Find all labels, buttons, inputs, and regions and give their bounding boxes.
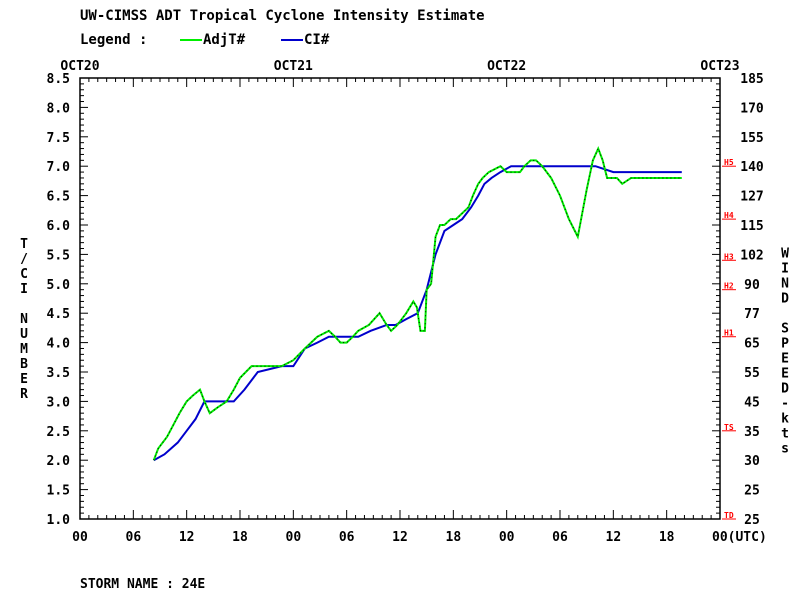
wind-tick-label: 185 [740,72,763,87]
wind-tick-label: 55 [744,366,760,381]
date-label: OCT20 [60,59,99,74]
storm-name: STORM NAME : 24E [80,577,205,592]
date-label: OCT22 [487,59,526,74]
series-ci-line [153,165,682,462]
y-tick-label: 2.5 [47,425,70,440]
y-tick-label: 1.0 [47,513,71,528]
y-tick-label: 7.0 [47,160,71,175]
x-tick-label: 18 [659,530,675,545]
legend-series-adjt: AdjT# [203,32,246,48]
wind-tick-label: 115 [740,219,763,234]
y-tick-label: 4.5 [47,307,70,322]
category-label: H5 [724,158,734,167]
wind-tick-label: 25 [744,484,760,499]
y-tick-label: 4.0 [47,337,71,352]
category-label: H3 [724,252,734,261]
x-tick-label: 06 [339,530,355,545]
y-tick-label: 7.5 [47,131,70,146]
x-tick-label: 12 [392,530,408,545]
date-labels: OCT20 OCT21 OCT22 OCT23 [60,59,739,74]
wind-tick-label: 170 [740,101,764,116]
y-tick-label: 5.5 [47,248,70,263]
y-tick-label: 3.0 [47,395,71,410]
legend-series-ci: CI# [304,32,330,48]
wind-tick-label: 140 [740,160,764,175]
wind-tick-label: 25 [744,513,760,528]
y-tick-label: 5.0 [47,278,71,293]
wind-tick-label: 155 [740,131,763,146]
wind-tick-label: 45 [744,395,760,410]
y-tick-label: 3.5 [47,366,70,381]
x-tick-label: 00 [286,530,302,545]
y-tick-label: 8.0 [47,101,71,116]
category-markers: TD TS H1 H2 H3 H4 H5 [722,158,736,520]
wind-axis-tick-labels: 25 25 30 35 45 55 65 77 90 102 115 127 140 155 170 185 [740,72,764,528]
legend-label: Legend : [80,32,147,48]
legend: Legend : AdjT# CI# [80,32,330,48]
x-tick-label: 06 [126,530,142,545]
axis-ticks [79,77,721,520]
category-label: H2 [724,282,734,291]
wind-tick-label: 90 [744,278,760,293]
x-tick-label: 12 [179,530,195,545]
x-tick-label: 12 [606,530,622,545]
chart-title: UW-CIMSS ADT Tropical Cyclone Intensity … [80,8,485,24]
date-label: OCT23 [700,59,739,74]
series-adjt-dots [153,147,682,461]
x-tick-label: 18 [232,530,248,545]
date-label: OCT21 [274,59,313,74]
y-axis-tick-labels: 1.0 1.5 2.0 2.5 3.0 3.5 4.0 4.5 5.0 5.5 6.0 6.5 7.0 7… [47,72,71,528]
x-tick-label: 06 [552,530,568,545]
category-label: H4 [724,211,734,220]
wind-tick-label: 30 [744,454,760,469]
wind-tick-label: 35 [744,425,760,440]
series-adjt-line [152,145,682,461]
x-tick-label: 00(UTC) [712,530,767,545]
wind-tick-label: 77 [744,307,760,322]
x-axis-tick-labels: 00 06 12 18 00 06 12 18 00 06 12 18 00(UTC) [72,530,767,545]
x-tick-label: 00 [72,530,88,545]
y-tick-label: 2.0 [47,454,71,469]
wind-tick-label: 127 [740,190,763,205]
x-tick-label: 00 [499,530,515,545]
category-label: H1 [724,329,734,338]
wind-tick-label: 65 [744,337,760,352]
y-tick-label: 6.5 [47,190,70,205]
series-lines [152,145,682,462]
wind-tick-label: 102 [740,248,763,263]
x-tick-label: 18 [446,530,462,545]
y-tick-label: 6.0 [47,219,71,234]
category-label: TS [724,423,734,432]
category-label: TD [724,511,734,520]
y-tick-label: 8.5 [47,72,70,87]
y-tick-label: 1.5 [47,484,70,499]
plot-frame [79,77,721,520]
